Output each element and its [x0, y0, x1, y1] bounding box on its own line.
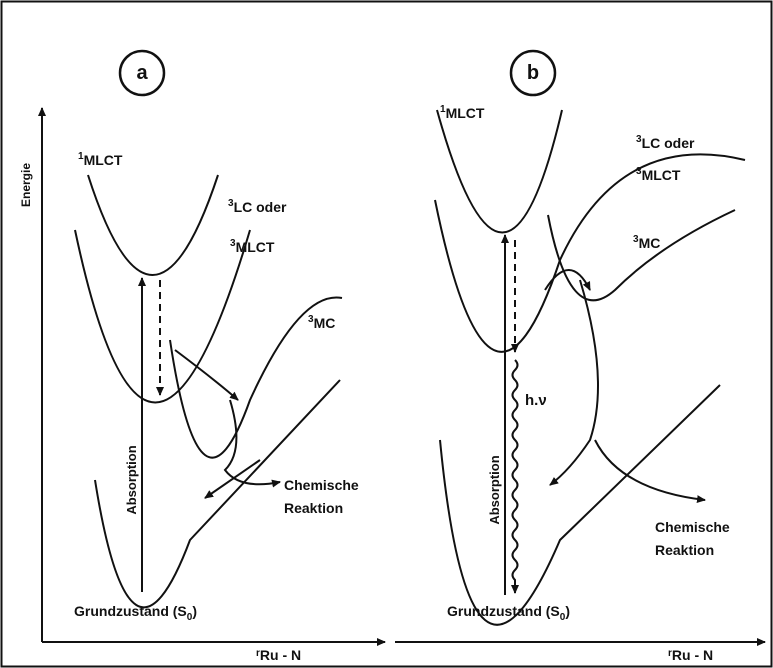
arrow — [174, 349, 239, 401]
reaction-label: Reaktion — [655, 542, 714, 558]
absorption-label: Absorption — [124, 445, 139, 514]
state-label: 3LC oder — [228, 198, 287, 215]
state-label: 3MC — [633, 234, 660, 251]
state: MLCT — [84, 152, 123, 168]
curve — [439, 384, 721, 626]
curve — [547, 209, 736, 302]
ground-label: Grundzustand (S0) — [74, 603, 197, 623]
ground: Grundzustand (S — [74, 603, 187, 619]
state: LC oder — [642, 135, 695, 151]
state-label: 1MLCT — [440, 104, 485, 121]
state: MLCT — [236, 239, 275, 255]
coordinate-label: rRu - N — [668, 647, 713, 663]
curve — [74, 229, 251, 404]
coordinate: Ru - N — [260, 647, 301, 663]
emission-label: h.ν — [525, 392, 547, 409]
sup: 3 — [636, 134, 642, 145]
sub: 0 — [187, 612, 193, 623]
state-label: 1MLCT — [78, 151, 123, 168]
state: MC — [639, 235, 661, 251]
arrow — [594, 439, 706, 504]
state: MC — [314, 315, 336, 331]
sub: 0 — [560, 612, 566, 623]
coordinate-label: rRu - N — [256, 647, 301, 663]
sup: 1 — [440, 104, 446, 115]
state-label: 3MLCT — [230, 238, 275, 255]
sup: 3 — [636, 166, 642, 177]
arrow — [549, 279, 599, 486]
absorption-label: Absorption — [487, 455, 502, 524]
curve — [87, 174, 219, 276]
label-circle — [118, 49, 166, 97]
arrow — [544, 269, 591, 291]
sup: 3 — [230, 238, 236, 249]
curve — [94, 379, 341, 609]
emission-arrow — [511, 359, 519, 594]
arrow — [223, 399, 281, 488]
panel-label: a — [136, 62, 148, 84]
reaction-label: Chemische — [284, 477, 359, 493]
ground-end: ) — [565, 603, 570, 619]
state: MLCT — [446, 105, 485, 121]
ground-end: ) — [192, 603, 197, 619]
curve — [436, 109, 563, 234]
coordinate: Ru - N — [672, 647, 713, 663]
reaction-label: Chemische — [655, 519, 730, 535]
reaction-label: Reaktion — [284, 500, 343, 516]
arrow — [204, 459, 261, 499]
state-label: 3LC oder — [636, 134, 695, 151]
curve — [169, 296, 343, 459]
panel-a: a Energie 1MLCT 3LC oder 3MLCT 3MC Absor… — [19, 49, 386, 663]
ground-label: Grundzustand (S0) — [447, 603, 570, 623]
sup: 3 — [228, 198, 234, 209]
sup: 1 — [78, 151, 84, 162]
ground: Grundzustand (S — [447, 603, 560, 619]
panel-b: b 1MLCT 3LC oder 3MLCT 3MC Absorption h.… — [395, 49, 766, 663]
state: MLCT — [642, 167, 681, 183]
sup: 3 — [308, 314, 314, 325]
state-label: 3MLCT — [636, 166, 681, 183]
state-label: 3MC — [308, 314, 335, 331]
axis-label: Energie — [19, 163, 33, 207]
panel-label: b — [527, 62, 539, 84]
r: r — [256, 648, 260, 659]
r: r — [668, 648, 672, 659]
label-circle — [509, 49, 557, 97]
state: LC oder — [234, 199, 287, 215]
sup: 3 — [633, 234, 639, 245]
